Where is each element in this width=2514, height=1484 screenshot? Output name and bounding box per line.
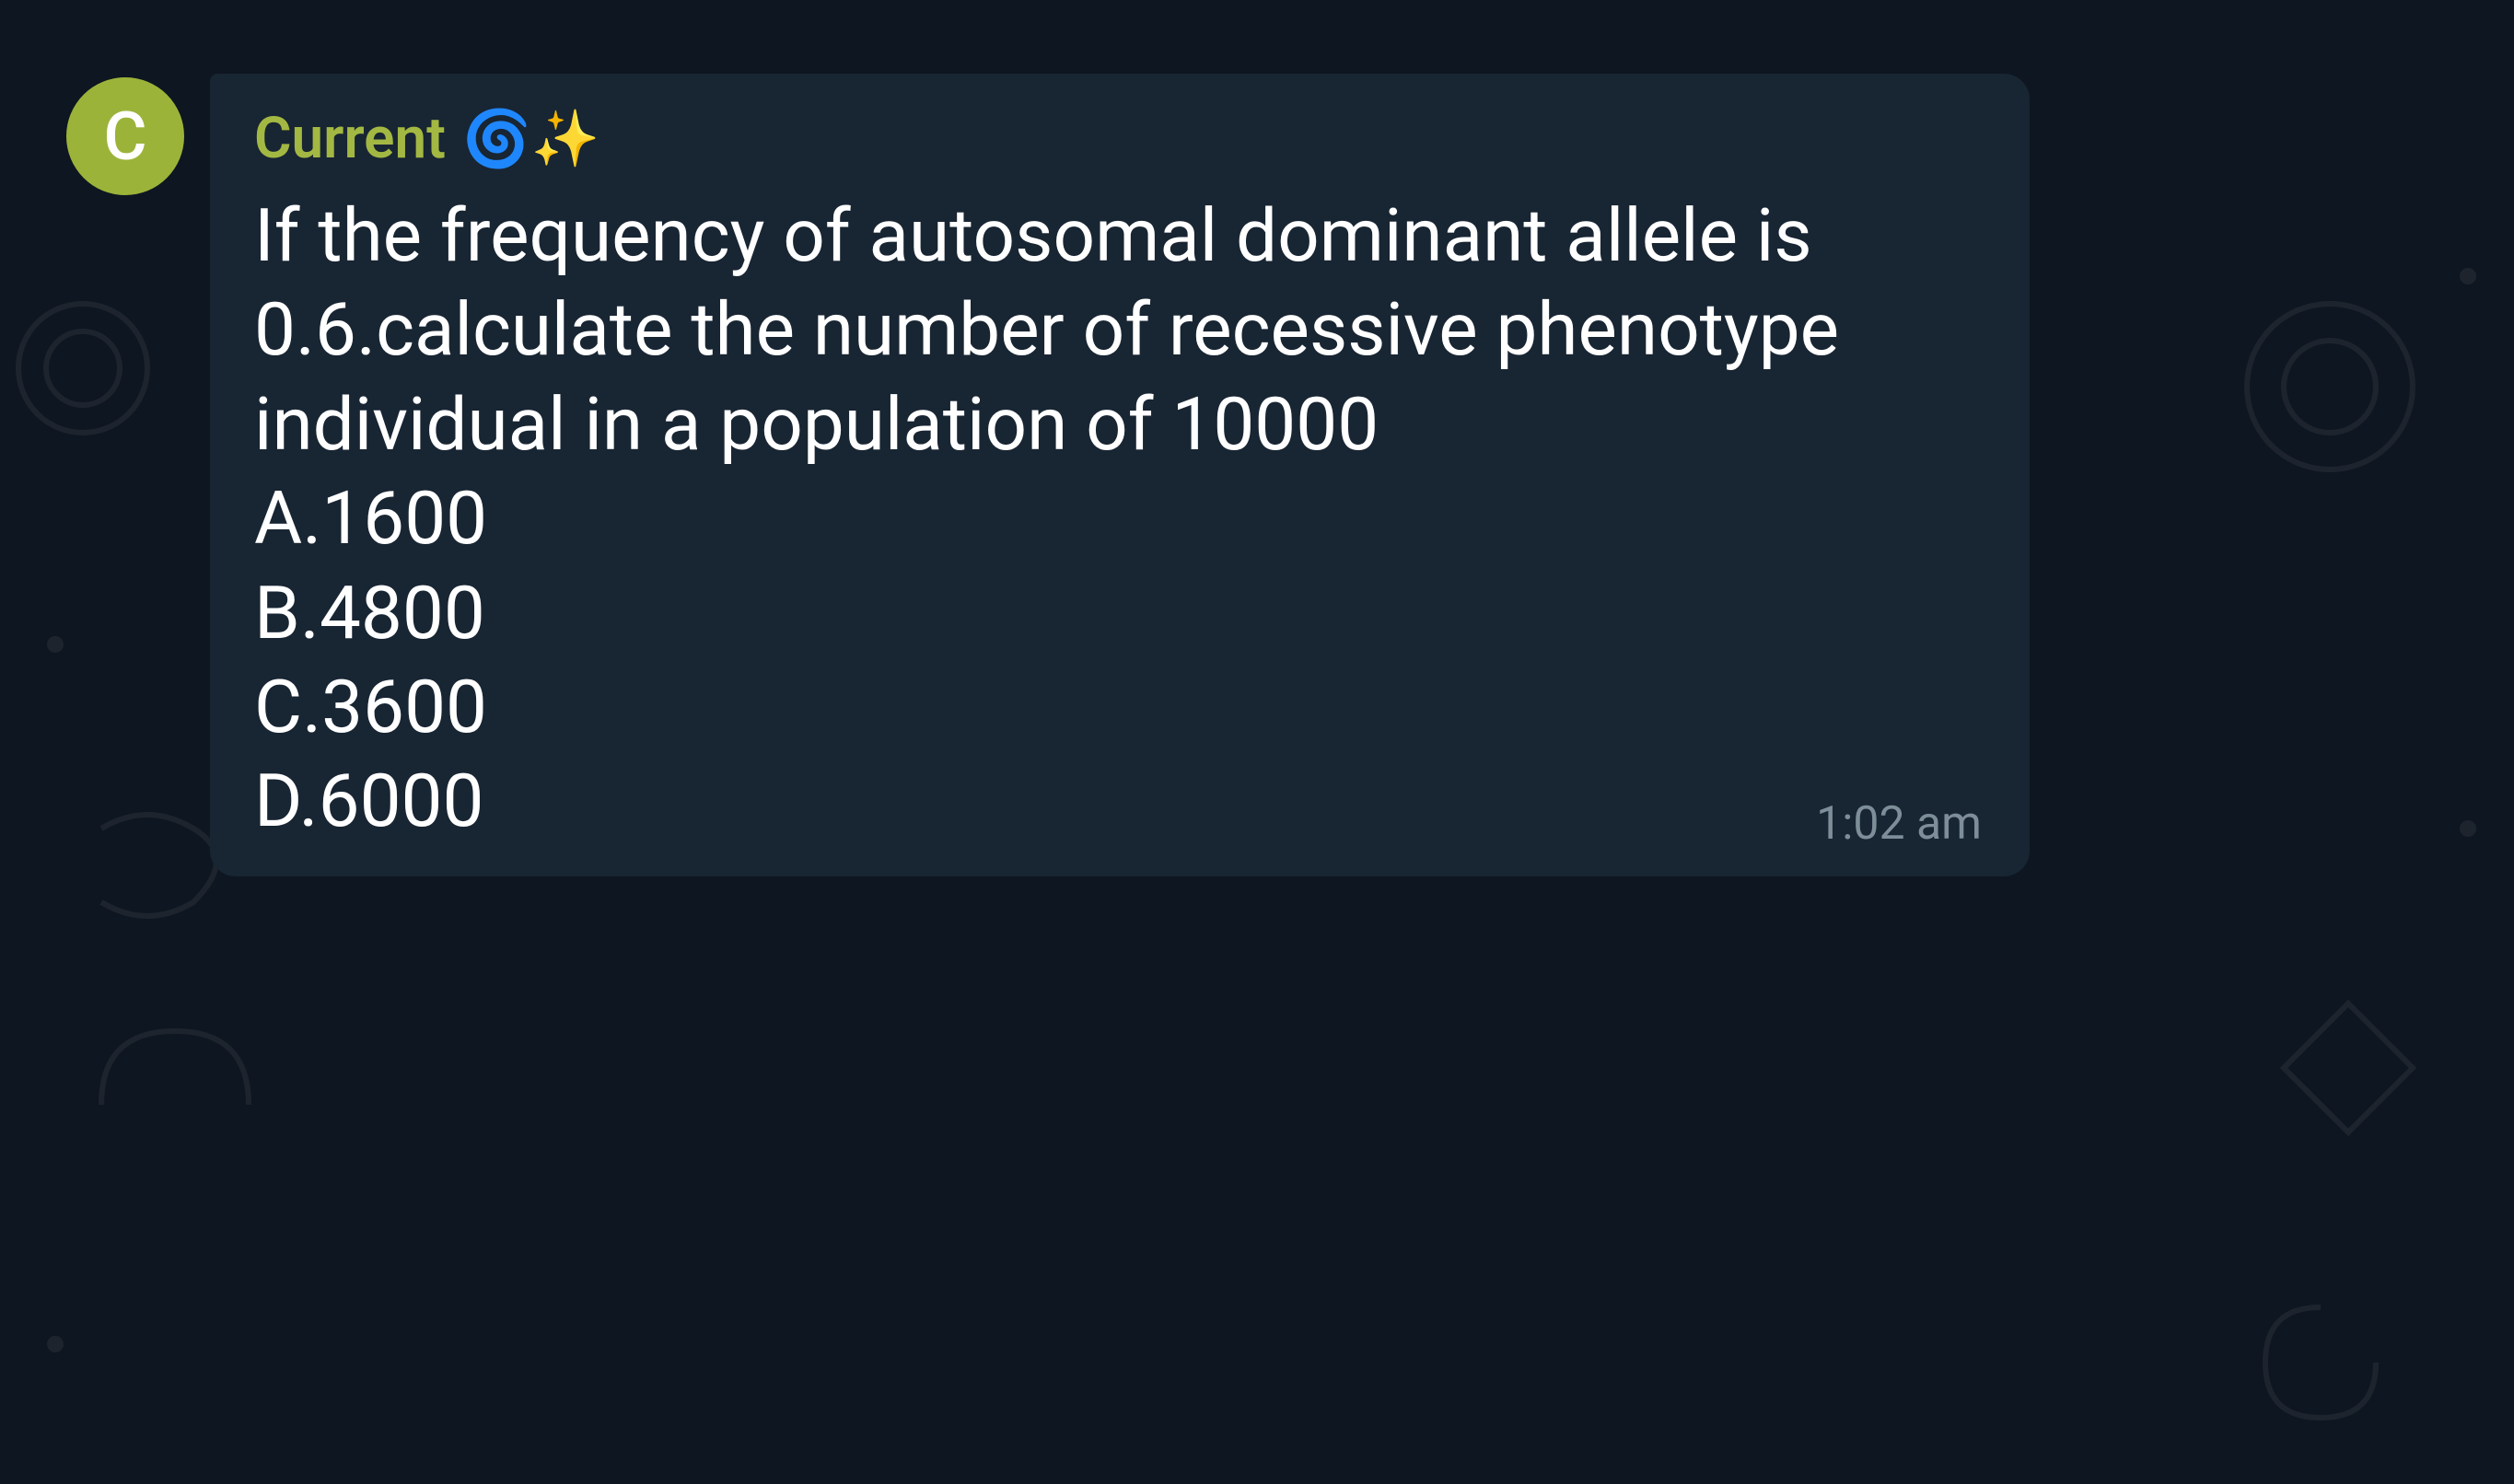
sender-line: Current 🌀✨ bbox=[254, 105, 1985, 172]
sender-avatar[interactable]: C bbox=[66, 77, 184, 195]
message-bubble[interactable]: Current 🌀✨ If the frequency of autosomal… bbox=[210, 74, 2030, 876]
sender-name[interactable]: Current bbox=[254, 105, 446, 172]
message-timestamp: 1:02 am bbox=[1816, 797, 1982, 851]
message-text: If the frequency of autosomal dominant a… bbox=[254, 189, 1985, 849]
cyclone-sparkles-icon: 🌀✨ bbox=[462, 111, 599, 167]
avatar-letter: C bbox=[103, 98, 146, 176]
message-row: C Current 🌀✨ If the frequency of autosom… bbox=[66, 74, 2030, 876]
